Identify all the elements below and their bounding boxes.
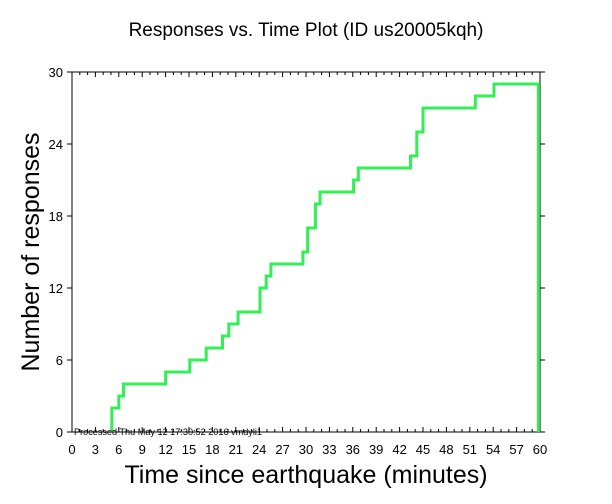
processed-annotation: Processed Thu May 12 17:30:52 2016 vmdyl… xyxy=(74,427,262,437)
x-tick-label: 30 xyxy=(299,442,313,457)
responses-series-line xyxy=(110,82,540,432)
x-axis-tick-labels: 0 3 6 9 12 15 18 21 24 27 30 33 36 39 42 45 48 51 54 57 60 xyxy=(68,442,547,457)
x-tick-label: 42 xyxy=(392,442,406,457)
x-tick-label: 51 xyxy=(463,442,477,457)
y-axis-ticks xyxy=(67,71,545,433)
x-tick-label: 21 xyxy=(229,442,243,457)
x-tick-label: 9 xyxy=(139,442,146,457)
x-tick-label: 27 xyxy=(275,442,289,457)
x-tick-label: 54 xyxy=(486,442,500,457)
x-tick-label: 6 xyxy=(115,442,122,457)
x-tick-label: 0 xyxy=(68,442,75,457)
y-tick-label: 18 xyxy=(49,209,63,224)
y-tick-label: 12 xyxy=(49,281,63,296)
y-tick-label: 0 xyxy=(56,425,63,440)
y-tick-label: 24 xyxy=(49,137,63,152)
y-tick-label: 6 xyxy=(56,353,63,368)
x-tick-label: 39 xyxy=(369,442,383,457)
x-tick-label: 15 xyxy=(182,442,196,457)
x-tick-label: 3 xyxy=(92,442,99,457)
y-tick-label: 30 xyxy=(49,65,63,80)
x-tick-label: 12 xyxy=(158,442,172,457)
x-axis-ticks xyxy=(71,72,541,432)
x-tick-label: 48 xyxy=(439,442,453,457)
y-axis-tick-labels: 0 6 12 18 24 30 xyxy=(49,65,63,440)
x-axis-label: Time since earthquake (minutes) xyxy=(124,461,487,489)
chart-title: Responses vs. Time Plot (ID us20005kqh) xyxy=(129,20,484,41)
x-tick-label: 33 xyxy=(322,442,336,457)
x-tick-label: 57 xyxy=(509,442,523,457)
x-tick-label: 24 xyxy=(252,442,266,457)
x-tick-label: 18 xyxy=(205,442,219,457)
x-tick-label: 36 xyxy=(346,442,360,457)
y-axis-label: Number of responses xyxy=(17,132,45,371)
x-tick-label: 60 xyxy=(533,442,547,457)
x-tick-label: 45 xyxy=(416,442,430,457)
